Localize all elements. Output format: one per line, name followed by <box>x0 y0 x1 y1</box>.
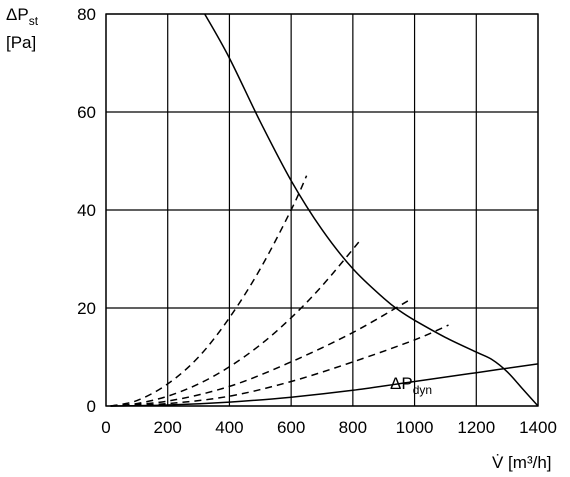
x-tick-label: 1000 <box>396 418 434 437</box>
y-axis-label: ΔPst <box>6 5 39 28</box>
y-tick-label: 40 <box>77 201 96 220</box>
solid-curve <box>110 363 539 407</box>
x-tick-label: 200 <box>154 418 182 437</box>
x-tick-label: 1200 <box>457 418 495 437</box>
dashed-curve <box>110 324 449 407</box>
x-tick-label: 1400 <box>519 418 557 437</box>
dashed-curve <box>110 241 360 407</box>
x-tick-label: 600 <box>277 418 305 437</box>
y-tick-label: 80 <box>77 5 96 24</box>
solid-curve <box>204 13 539 407</box>
y-tick-labels: 0 20 40 60 80 <box>77 5 96 416</box>
y-tick-label: 20 <box>77 299 96 318</box>
y-axis-unit: [Pa] <box>6 33 36 52</box>
x-tick-label: 0 <box>101 418 110 437</box>
x-axis-label: V̇ [m³/h] <box>492 453 552 472</box>
x-tick-label: 800 <box>339 418 367 437</box>
y-tick-label: 0 <box>87 397 96 416</box>
curves <box>110 13 539 407</box>
x-tick-labels: 0 200 400 600 800 1000 1200 1400 <box>101 418 557 437</box>
plot-frame <box>105 13 539 407</box>
x-tick-label: 400 <box>215 418 243 437</box>
y-tick-label: 60 <box>77 103 96 122</box>
dashed-curve <box>110 175 308 407</box>
plot-border <box>105 13 539 407</box>
dynamic-pressure-label: ΔPdyn <box>390 374 432 397</box>
dashed-curve <box>110 299 409 407</box>
